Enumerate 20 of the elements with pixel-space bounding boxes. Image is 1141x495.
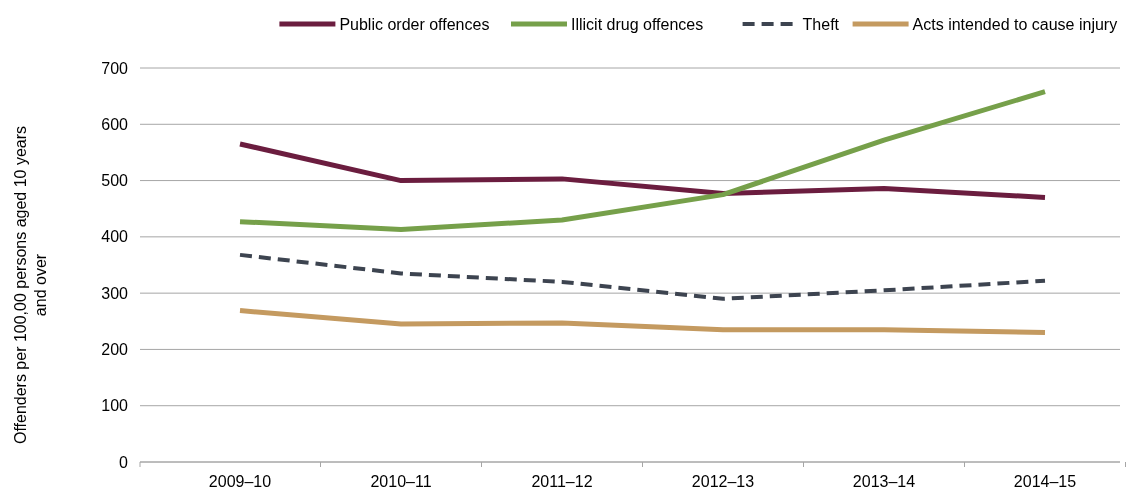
- y-tick-label: 600: [101, 115, 129, 133]
- y-tick-label: 700: [101, 59, 129, 77]
- y-tick-label: 100: [101, 397, 129, 415]
- y-tick-label: 500: [101, 172, 129, 190]
- legend-label: Acts intended to cause injury: [912, 15, 1118, 33]
- x-tick-label: 2012–13: [691, 473, 755, 490]
- x-tick-label: 2009–10: [208, 473, 272, 490]
- x-tick-label: 2010–11: [370, 473, 432, 490]
- legend-label: Illicit drug offences: [571, 15, 704, 33]
- y-tick-label: 0: [119, 453, 129, 471]
- legend-label: Public order offences: [339, 15, 490, 33]
- y-axis-title: Offenders per 100,00 persons aged 10 years and over: [12, 125, 49, 445]
- y-tick-label: 200: [101, 341, 129, 359]
- y-tick-label: 400: [101, 228, 129, 246]
- y-tick-label: 300: [101, 284, 129, 302]
- x-tick-label: 2014–15: [1013, 473, 1077, 490]
- line-series: [238, 252, 1047, 301]
- legend-label: Theft: [802, 15, 840, 33]
- x-tick-label: 2013–14: [852, 473, 916, 490]
- x-tick-label: 2011–12: [531, 473, 593, 490]
